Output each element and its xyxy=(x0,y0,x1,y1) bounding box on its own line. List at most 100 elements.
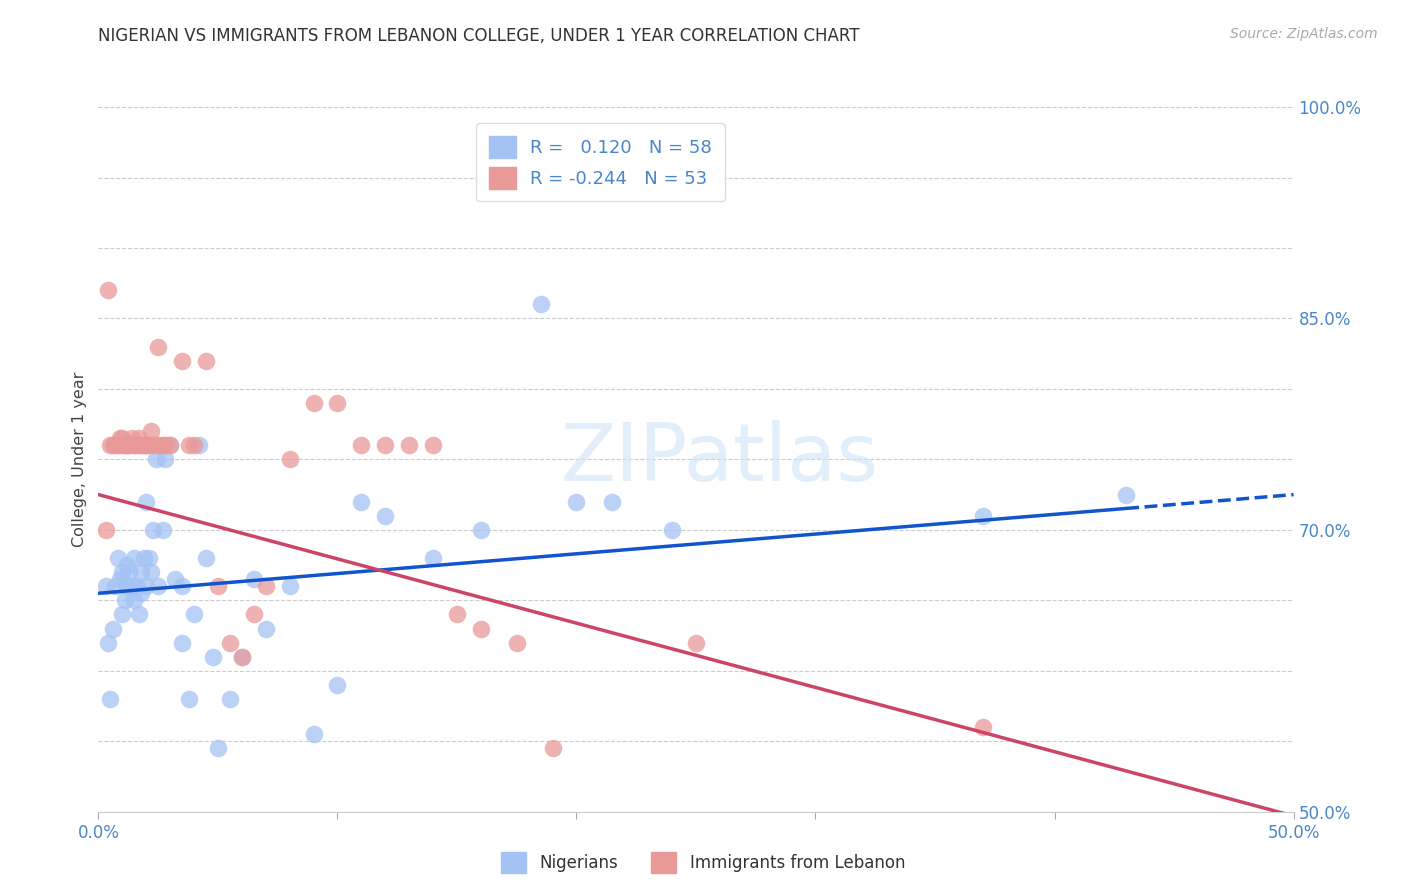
Point xyxy=(125,579,148,593)
Point xyxy=(148,438,170,452)
Point xyxy=(138,551,160,566)
Point xyxy=(135,579,157,593)
Point xyxy=(142,438,165,452)
Text: Source: ZipAtlas.com: Source: ZipAtlas.com xyxy=(1230,27,1378,41)
Point xyxy=(183,438,205,452)
Point xyxy=(152,523,174,537)
Point xyxy=(115,579,138,593)
Point xyxy=(97,635,120,649)
Point xyxy=(1115,487,1137,501)
Point xyxy=(530,297,553,311)
Point xyxy=(111,431,134,445)
Point xyxy=(124,438,146,452)
Point xyxy=(139,565,162,579)
Point xyxy=(152,438,174,452)
Point xyxy=(398,438,420,452)
Y-axis label: College, Under 1 year: College, Under 1 year xyxy=(72,372,87,547)
Point xyxy=(128,431,150,445)
Point xyxy=(159,438,181,452)
Point xyxy=(115,438,138,452)
Point xyxy=(124,593,146,607)
Point xyxy=(125,438,148,452)
Point xyxy=(219,692,242,706)
Point xyxy=(302,396,325,410)
Point xyxy=(163,572,186,586)
Point xyxy=(148,340,170,354)
Point xyxy=(111,607,134,622)
Point xyxy=(422,551,444,566)
Point xyxy=(243,572,266,586)
Point xyxy=(142,523,165,537)
Point xyxy=(278,452,301,467)
Point xyxy=(104,579,127,593)
Point xyxy=(98,692,122,706)
Point xyxy=(118,565,141,579)
Point xyxy=(278,579,301,593)
Point xyxy=(124,438,146,452)
Point xyxy=(121,579,143,593)
Point xyxy=(231,649,253,664)
Point xyxy=(254,622,277,636)
Point xyxy=(97,283,120,297)
Point xyxy=(107,438,129,452)
Point xyxy=(179,438,201,452)
Point xyxy=(139,424,162,438)
Point xyxy=(195,353,218,368)
Point xyxy=(202,649,225,664)
Point xyxy=(131,438,153,452)
Point xyxy=(131,586,153,600)
Point xyxy=(111,438,134,452)
Point xyxy=(685,635,707,649)
Point xyxy=(135,438,157,452)
Point xyxy=(101,438,124,452)
Point xyxy=(231,649,253,664)
Point xyxy=(350,494,373,508)
Point xyxy=(565,494,588,508)
Point xyxy=(374,508,396,523)
Point xyxy=(132,438,155,452)
Point xyxy=(179,692,201,706)
Point xyxy=(446,607,468,622)
Point xyxy=(138,438,160,452)
Point xyxy=(114,438,136,452)
Point xyxy=(254,579,277,593)
Point xyxy=(172,353,194,368)
Point xyxy=(148,438,170,452)
Legend: Nigerians, Immigrants from Lebanon: Nigerians, Immigrants from Lebanon xyxy=(494,846,912,880)
Point xyxy=(114,593,136,607)
Point xyxy=(243,607,266,622)
Point xyxy=(207,579,229,593)
Point xyxy=(111,565,134,579)
Point xyxy=(124,551,146,566)
Point xyxy=(661,523,683,537)
Point xyxy=(131,565,153,579)
Point xyxy=(107,551,129,566)
Point xyxy=(148,579,170,593)
Point xyxy=(326,678,349,692)
Point xyxy=(159,438,181,452)
Point xyxy=(207,741,229,756)
Point xyxy=(470,523,492,537)
Point xyxy=(108,431,131,445)
Point xyxy=(94,523,117,537)
Point xyxy=(470,622,492,636)
Point xyxy=(135,494,157,508)
Point xyxy=(219,635,242,649)
Point xyxy=(187,438,209,452)
Point xyxy=(350,438,373,452)
Point xyxy=(121,431,143,445)
Point xyxy=(118,438,141,452)
Text: ZIPatlas: ZIPatlas xyxy=(561,420,879,499)
Text: NIGERIAN VS IMMIGRANTS FROM LEBANON COLLEGE, UNDER 1 YEAR CORRELATION CHART: NIGERIAN VS IMMIGRANTS FROM LEBANON COLL… xyxy=(98,27,860,45)
Point xyxy=(94,579,117,593)
Point xyxy=(183,607,205,622)
Point xyxy=(972,508,994,523)
Point xyxy=(155,452,177,467)
Point xyxy=(108,572,131,586)
Point xyxy=(132,551,155,566)
Point xyxy=(172,635,194,649)
Point xyxy=(326,396,349,410)
Point xyxy=(114,438,136,452)
Point xyxy=(135,438,157,452)
Point xyxy=(195,551,218,566)
